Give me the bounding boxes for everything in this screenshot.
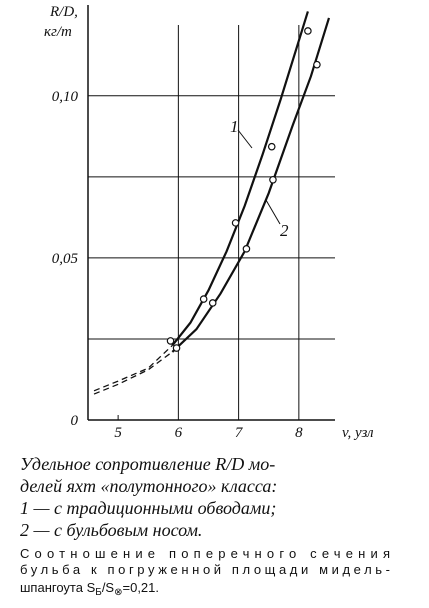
series-label: 1 [230, 117, 239, 136]
note: Соотношение поперечного сечения [20, 546, 390, 561]
series-label: 2 [280, 221, 289, 240]
x-tick-label: 8 [295, 425, 303, 441]
leader-line [265, 199, 281, 225]
data-point [199, 295, 208, 303]
y-tick-label: 0,10 [52, 89, 79, 105]
y-tick-label: 0,05 [52, 251, 79, 267]
data-point [267, 142, 276, 151]
note: бульба к погруженной площади мидель- [20, 562, 390, 577]
y-tick-label: 0 [71, 413, 79, 429]
x-tick-label: 6 [175, 425, 183, 441]
x-tick-label: 7 [235, 425, 244, 441]
caption: делей яхт «полутонного» класса: [20, 476, 277, 496]
x-axis-label: v, узл [342, 425, 374, 441]
caption: 1 — с традиционными обводами; [20, 498, 276, 518]
data-point [208, 299, 217, 307]
curve [93, 351, 173, 395]
data-point [269, 175, 277, 184]
curve [93, 344, 173, 392]
curve [171, 11, 309, 347]
caption: 2 — с бульбовым носом. [20, 520, 202, 540]
data-point [231, 219, 240, 227]
y-axis-label: кг/т [44, 24, 72, 40]
data-point [166, 337, 175, 345]
caption: Удельное сопротивление R/D мо- [20, 454, 275, 474]
leader-line [237, 129, 253, 149]
data-point [172, 344, 181, 352]
curve [171, 17, 331, 353]
data-point [313, 60, 321, 69]
data-point [242, 245, 251, 253]
y-axis-label: R/D, [49, 4, 78, 20]
x-tick-label: 5 [114, 425, 122, 441]
data-point [304, 27, 312, 35]
note: шпангоута SБ/S⊗=0,21. [20, 580, 159, 598]
